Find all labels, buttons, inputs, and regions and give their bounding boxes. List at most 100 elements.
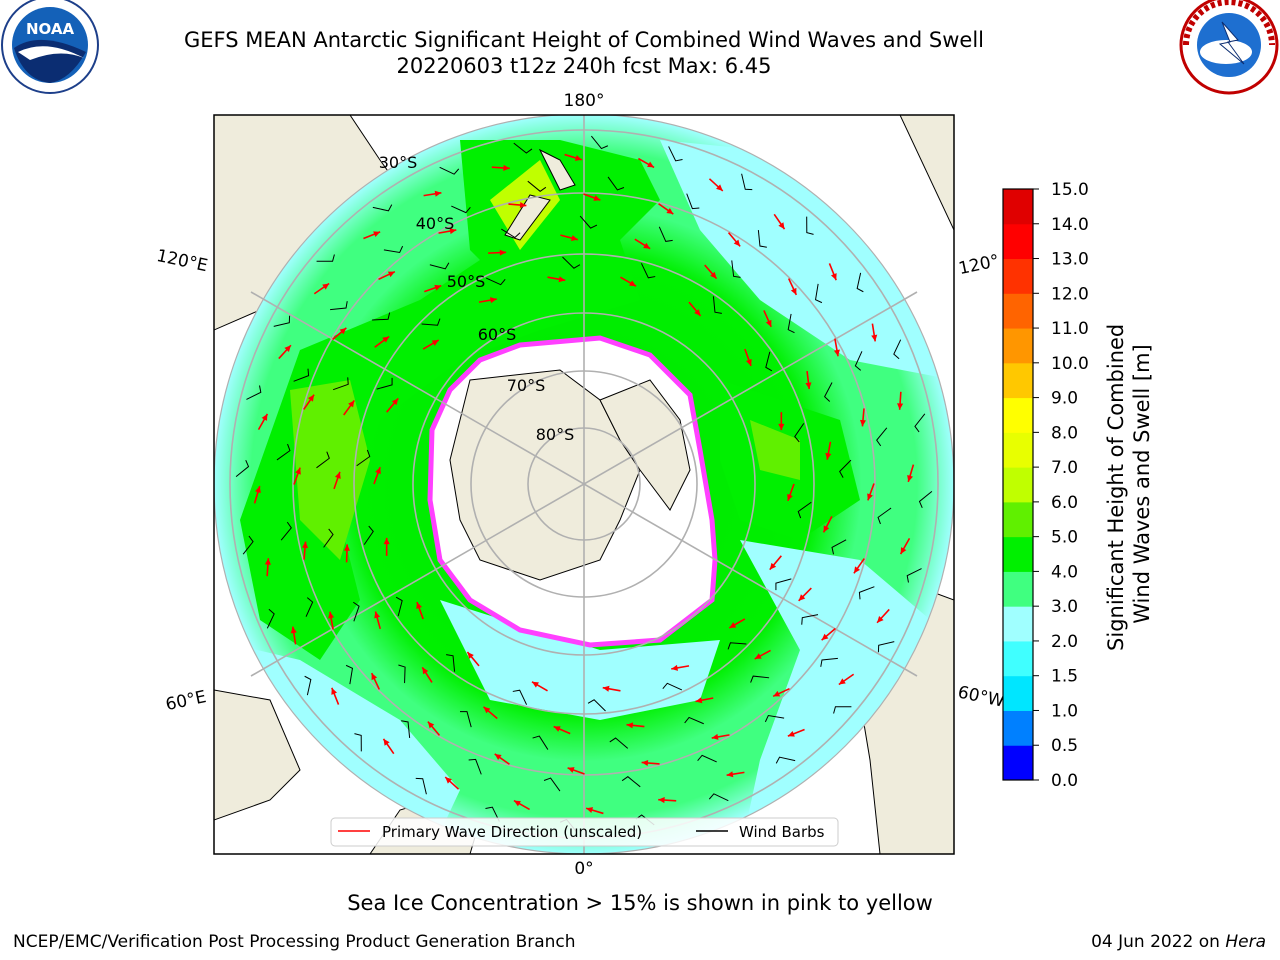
colorbar-cell	[1003, 571, 1033, 607]
wind-barb	[501, 228, 521, 239]
wind-barbs	[235, 135, 933, 833]
wind-barb	[513, 142, 533, 154]
wave-arrow	[466, 651, 480, 667]
lon-label-180: 180°	[564, 91, 605, 111]
wind-barb	[512, 689, 528, 705]
wind-barb	[741, 173, 753, 191]
wave-arrow	[658, 203, 674, 215]
colorbar-tick-label: 1.0	[1051, 701, 1078, 721]
wind-barb	[708, 793, 729, 802]
lon-label-120w: 120°	[957, 251, 1001, 279]
wind-barb	[893, 339, 902, 360]
wave-zone-pacific	[660, 140, 954, 380]
wave-arrow	[427, 721, 441, 736]
colorbar-cell	[1003, 293, 1033, 329]
wind-barb	[376, 377, 393, 390]
wind-barb	[246, 385, 262, 400]
wave-arrow	[708, 178, 724, 192]
wave-arrow	[491, 164, 510, 171]
colorbar-tick-label: 14.0	[1051, 215, 1089, 235]
colorbar-cell	[1003, 258, 1033, 294]
wind-barb	[876, 427, 888, 447]
wave-arrow	[754, 649, 771, 660]
wave-arrow	[825, 441, 832, 460]
wave-arrow	[695, 697, 714, 704]
wind-barb	[415, 777, 427, 795]
legend: Primary Wave Direction (unscaled) Wind B…	[330, 817, 839, 847]
wave-arrow	[641, 759, 660, 767]
wave-arrow	[853, 558, 865, 574]
wind-barb	[353, 601, 360, 622]
wave-arrow	[822, 516, 833, 533]
wave-arrow	[833, 338, 840, 357]
lat-label-40s: 40°S	[416, 214, 455, 233]
wave-arrow	[671, 664, 690, 671]
wave-arrow	[620, 276, 637, 287]
wave-arrow	[567, 767, 585, 775]
wind-barb	[712, 296, 722, 314]
wave-arrow	[386, 397, 399, 413]
wave-arrow	[897, 391, 904, 410]
wave-arrow	[560, 234, 579, 242]
wave-arrow	[438, 228, 457, 235]
colorbar-cell	[1003, 710, 1033, 746]
wind-barb	[607, 176, 625, 191]
colorbar-tick-label: 13.0	[1051, 250, 1089, 270]
wave-arrow	[313, 282, 330, 295]
land-africa	[214, 689, 301, 821]
graticule	[229, 115, 939, 854]
wind-barb	[640, 263, 656, 279]
wave-arrow	[301, 541, 309, 560]
colorbar-label-line2: Wind Waves and Swell [m]	[1130, 344, 1154, 624]
wind-barb	[697, 754, 717, 763]
wave-arrow	[744, 348, 752, 367]
wave-arrow	[658, 797, 677, 804]
wave-arrow	[264, 558, 271, 577]
wave-arrow	[728, 618, 746, 629]
wave-arrow	[867, 483, 875, 501]
wind-barb	[765, 351, 773, 372]
wave-arrow	[374, 335, 390, 348]
wind-barb	[372, 312, 391, 321]
wind-barb	[304, 675, 312, 696]
lon-label-120e: 120°E	[155, 246, 210, 276]
wave-arrow	[421, 666, 433, 683]
noaa-logo-text: NOAA	[26, 20, 75, 38]
wave-arrow	[333, 471, 341, 490]
wave-arrow	[373, 466, 381, 485]
wave-arrow	[422, 339, 440, 350]
colorbar-cell	[1003, 467, 1033, 503]
wind-barb	[820, 657, 838, 667]
wave-arrow	[424, 284, 442, 293]
wave-arrow	[871, 323, 878, 342]
wind-barb	[356, 449, 371, 467]
wave-arrow	[772, 687, 790, 698]
lat-label-50s: 50°S	[447, 272, 486, 291]
colorbar-cell	[1003, 362, 1033, 399]
wind-barb	[839, 459, 852, 478]
wind-barb	[485, 806, 500, 822]
wind-barb	[856, 272, 864, 293]
wind-barb	[242, 535, 254, 555]
wave-arrow	[585, 807, 604, 815]
wave-arrow	[494, 753, 510, 765]
wave-arrow	[899, 538, 911, 555]
wave-arrow	[838, 673, 855, 686]
wave-arrow	[704, 264, 718, 280]
wave-arrow	[483, 706, 498, 720]
legend-label-wave-direction: Primary Wave Direction (unscaled)	[382, 823, 642, 841]
wind-barb	[764, 714, 785, 723]
wind-barb	[775, 756, 796, 764]
colorbar-tick-label: 12.0	[1051, 284, 1089, 304]
noaa-logo: NOAA	[1, 0, 99, 94]
wind-barb	[372, 204, 393, 212]
wind-barb	[446, 654, 456, 672]
legend-label-wind-barbs: Wind Barbs	[739, 823, 825, 841]
wind-barb	[383, 245, 404, 254]
wave-arrow	[787, 483, 795, 502]
colorbar-tick-label: 15.0	[1051, 180, 1089, 200]
wave-max-zone-3	[750, 420, 800, 480]
wind-barb	[527, 180, 547, 192]
colorbar-cell	[1003, 640, 1033, 677]
wave-arrow	[553, 725, 571, 735]
